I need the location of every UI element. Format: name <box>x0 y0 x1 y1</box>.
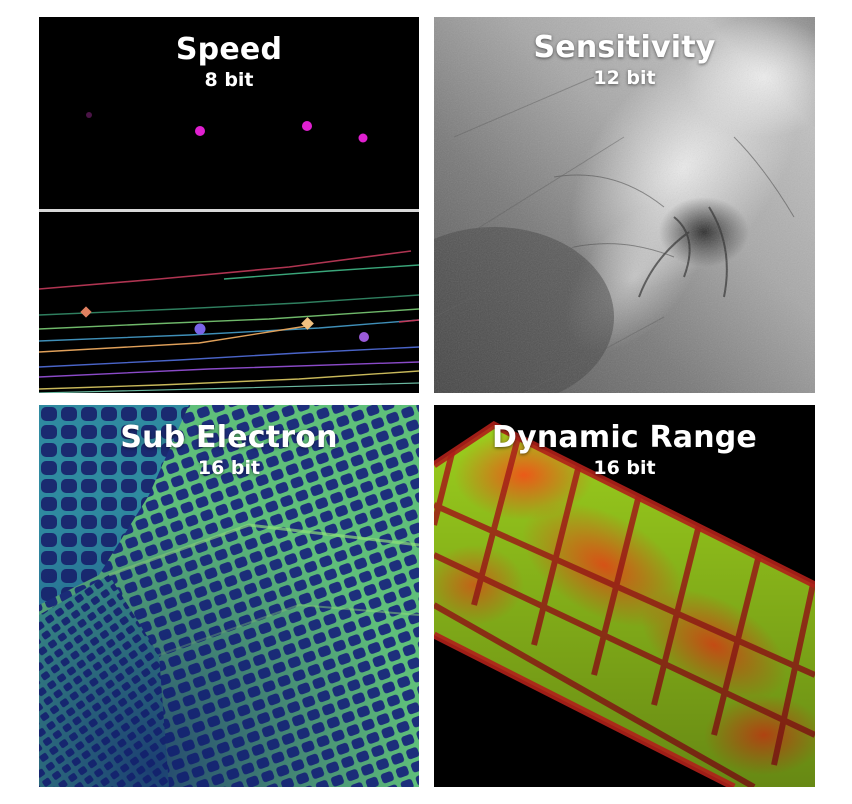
particle <box>195 126 205 136</box>
speed-panel: Speed 8 bit <box>39 17 419 393</box>
particle <box>194 323 206 335</box>
track <box>39 382 419 393</box>
sensitivity-image <box>434 17 815 393</box>
sub-electron-panel: Sub Electron 16 bit <box>39 405 419 787</box>
particle <box>359 332 369 342</box>
track <box>39 325 308 353</box>
divider <box>39 209 419 212</box>
sub-electron-image <box>39 405 419 787</box>
track <box>39 250 412 290</box>
speed-image <box>39 17 419 393</box>
track <box>39 319 419 342</box>
particle <box>86 112 92 118</box>
particle <box>301 317 314 330</box>
track <box>223 264 419 280</box>
particle <box>358 133 368 143</box>
particle <box>302 121 312 131</box>
track <box>39 346 419 368</box>
track <box>39 361 419 378</box>
dynamic-range-image <box>434 405 815 787</box>
sensitivity-panel: Sensitivity 12 bit <box>434 17 815 393</box>
track <box>398 319 419 323</box>
track <box>39 370 419 390</box>
dynamic-range-panel: Dynamic Range 16 bit <box>434 405 815 787</box>
track <box>39 308 419 330</box>
track <box>39 294 419 316</box>
